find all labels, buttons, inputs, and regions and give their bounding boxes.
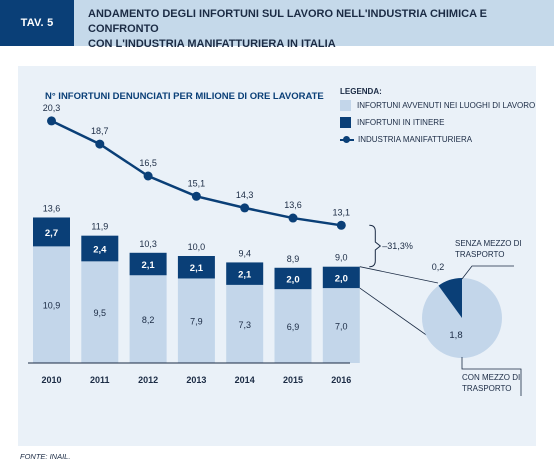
manufacturing-value-label: 20,3 [43,103,61,113]
bar-total-label: 10,0 [188,242,206,252]
bar-total-label: 8,9 [287,254,300,264]
bar-segment-itinere [129,252,167,276]
x-tick-label: 2014 [235,375,255,385]
legend-item-itinere: INFORTUNI IN ITINERE [340,117,444,128]
bar-value-itinere: 2,4 [93,245,107,256]
bar-total-label: 13,6 [43,203,61,213]
bar-total-label: 10,3 [139,239,157,249]
x-tick-label: 2011 [90,375,110,385]
pie-callout-bottom [461,357,522,396]
manufacturing-point [95,139,105,149]
bar-total-label: 11,9 [91,222,108,232]
legend-line-marker-icon [340,134,354,145]
pie-callout-top [461,265,514,280]
bracket-shape [369,224,382,268]
pie-label-con-mezzo-line1: CON MEZZO DI [462,373,520,382]
legend-label-itinere: INFORTUNI IN ITINERE [357,118,445,127]
manufacturing-point [47,116,56,126]
legend-item-manifatturiera: INDUSTRIA MANIFATTURIERA [340,134,472,145]
title-line-2: CON L'INDUSTRIA MANIFATTURIERA IN ITALIA [88,38,336,50]
legend-label-luoghi: INFORTUNI AVVENUTI NEI LUOGHI DI LAVORO [357,101,536,110]
legend-title: LEGENDA: [340,87,382,96]
manufacturing-point [240,203,250,213]
manufacturing-point [336,220,346,230]
legend-label-manifatturiera: INDUSTRIA MANIFATTURIERA [358,135,473,144]
bar-segment-itinere [226,262,264,285]
title-line-1: ANDAMENTO DEGLI INFORTUNI SUL LAVORO NEL… [88,8,488,35]
source-note: FONTE: INAIL. [20,452,71,461]
bar-segment-luoghi [274,289,312,363]
manufacturing-value-label: 16,5 [139,158,157,168]
bar-total-label: 9,0 [335,253,348,263]
manufacturing-value-label: 18,7 [91,126,109,136]
x-tick-label: 2010 [41,375,61,385]
bar-value-luoghi: 7,3 [238,320,251,330]
x-tick-label: 2015 [283,375,303,385]
percent-change-label: –31,3% [382,241,413,251]
bar-segment-itinere [322,266,360,289]
page-title: ANDAMENTO DEGLI INFORTUNI SUL LAVORO NEL… [88,7,543,52]
bar-value-itinere: 2,1 [238,270,252,281]
bar-value-luoghi: 8,2 [142,315,155,325]
manufacturing-point [143,171,153,181]
x-tick-label: 2012 [138,375,158,385]
table-tag: TAV. 5 [0,0,74,46]
bar-value-itinere: 2,7 [45,228,58,239]
bar-segment-itinere [81,235,119,262]
legend-swatch-light [340,100,351,111]
bar-value-itinere: 2,0 [335,273,348,284]
bar-value-luoghi: 9,5 [94,308,107,318]
pie-value-con-mezzo: 1,8 [449,330,462,341]
header-bar: TAV. 5 ANDAMENTO DEGLI INFORTUNI SUL LAV… [0,0,554,50]
bar-segment-itinere [274,267,312,290]
bar-segment-luoghi [322,288,360,363]
manufacturing-value-label: 13,1 [333,207,351,217]
bar-value-itinere: 2,1 [190,263,204,274]
bar-value-itinere: 2,0 [286,274,299,285]
x-tick-label: 2013 [186,375,206,385]
pie-value-senza-mezzo: 0,2 [432,262,445,272]
bar-segment-luoghi [129,275,167,363]
manufacturing-value-label: 13,6 [284,200,302,210]
pie-label-senza-mezzo-line1: SENZA MEZZO DI [455,239,522,248]
pie-slice-senza-mezzo [438,278,462,318]
bar-value-luoghi: 10,9 [43,301,61,311]
bar-value-luoghi: 6,9 [287,322,300,332]
bar-value-itinere: 2,1 [141,260,155,271]
bar-total-label: 9,4 [238,248,251,258]
manufacturing-point [191,191,201,201]
pie-label-senza-mezzo-line2: TRASPORTO [455,250,505,259]
bar-segment-itinere [33,217,70,247]
manufacturing-value-label: 14,3 [236,190,254,200]
bar-segment-itinere [177,256,215,279]
bar-segment-luoghi [177,278,215,363]
x-tick-label: 2016 [331,375,351,385]
bar-segment-luoghi [226,284,264,363]
manufacturing-value-label: 15,1 [188,178,206,188]
connector-line-top [359,266,439,284]
bar-value-luoghi: 7,0 [335,322,348,332]
bar-segment-luoghi [33,246,70,363]
legend-swatch-dark [340,117,351,128]
bar-segment-luoghi [81,261,119,363]
legend-item-luoghi: INFORTUNI AVVENUTI NEI LUOGHI DI LAVORO [340,100,535,111]
manufacturing-point [288,213,298,223]
pie-label-con-mezzo-line2: TRASPORTO [462,384,512,393]
bar-value-luoghi: 7,9 [190,317,203,327]
chart-title: N° INFORTUNI DENUNCIATI PER MILIONE DI O… [45,91,324,102]
